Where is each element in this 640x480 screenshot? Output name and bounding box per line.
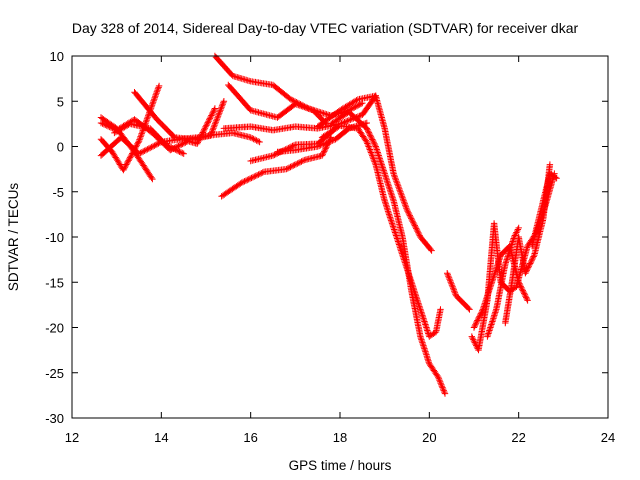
y-tick-label: 0 [57, 140, 64, 155]
x-tick-label: 16 [243, 430, 257, 445]
y-tick-label: -5 [52, 185, 64, 200]
y-axis-ticks: 10 5 0 -5 -10 -15 -20 -25 -30 [45, 49, 608, 426]
series-markers [484, 224, 522, 340]
chart-title: Day 328 of 2014, Sidereal Day-to-day VTE… [72, 20, 579, 36]
series-track-6 [111, 120, 187, 157]
y-tick-label: 5 [57, 94, 64, 109]
x-tick-label: 20 [422, 430, 436, 445]
series-markers [111, 120, 187, 157]
x-axis-label: GPS time / hours [289, 458, 392, 473]
series-markers [225, 81, 330, 128]
y-tick-label: -25 [45, 366, 64, 381]
x-tick-label: 18 [333, 430, 347, 445]
x-tick-label: 14 [154, 430, 168, 445]
series-markers [218, 134, 335, 200]
series-track-21 [528, 170, 560, 250]
series-track-7 [218, 134, 335, 200]
series-markers [318, 122, 444, 340]
series-markers [528, 170, 560, 250]
x-tick-label: 22 [511, 430, 525, 445]
series-track-15 [318, 122, 444, 340]
y-tick-label: -30 [45, 411, 64, 426]
y-tick-label: 10 [50, 49, 64, 64]
series-markers [131, 89, 228, 143]
x-tick-label: 24 [601, 430, 615, 445]
series-markers [314, 92, 435, 254]
data-series-layer [97, 52, 560, 397]
series-track-5 [131, 89, 228, 143]
y-tick-label: -20 [45, 321, 64, 336]
y-tick-label: -10 [45, 230, 64, 245]
plot-area-border [71, 55, 609, 419]
series-markers [444, 270, 473, 313]
series-track-9 [225, 81, 330, 128]
x-axis-ticks: 12 14 16 18 20 22 24 [65, 56, 615, 445]
series-track-16 [444, 270, 473, 313]
series-track-19 [484, 224, 522, 340]
x-tick-label: 12 [65, 430, 79, 445]
series-track-13 [314, 92, 435, 254]
y-tick-label: -15 [45, 275, 64, 290]
y-axis-label: SDTVAR / TECUs [6, 183, 21, 292]
